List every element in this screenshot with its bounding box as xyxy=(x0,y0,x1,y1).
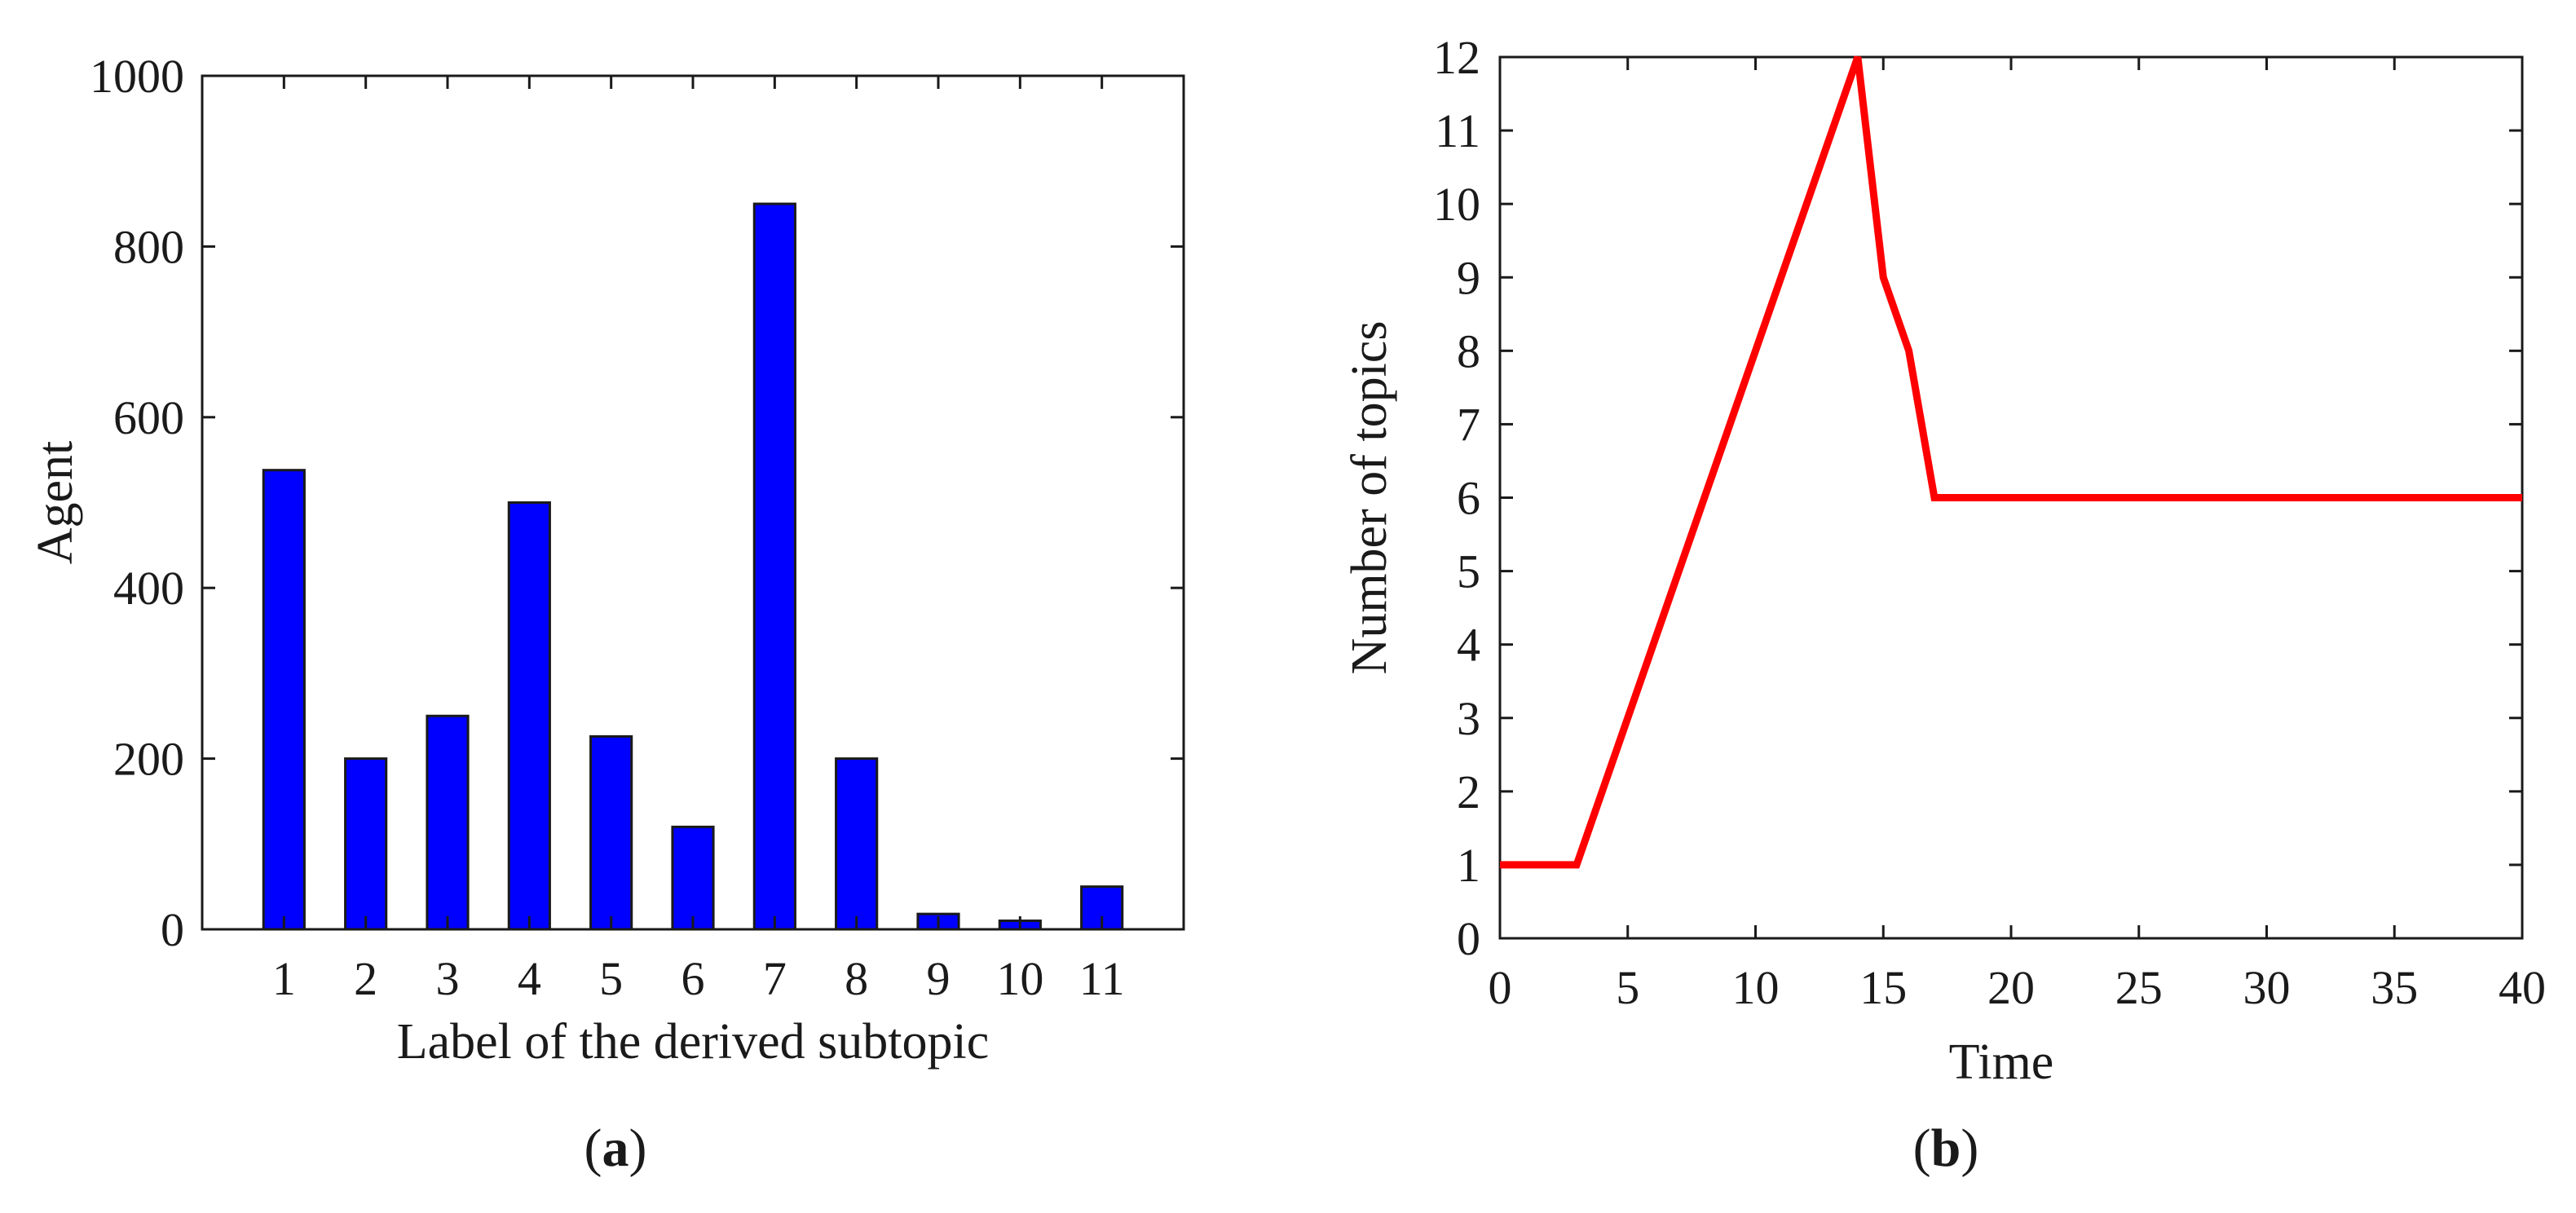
y-tick-label: 600 xyxy=(113,391,184,444)
x-tick-labels: 0 5 10 15 20 25 30 35 40 xyxy=(1489,961,2547,1014)
x-tick-label: 25 xyxy=(2115,961,2163,1014)
x-tick-label: 8 xyxy=(845,952,868,1005)
x-tick-label: 7 xyxy=(763,952,787,1005)
y-tick-label: 5 xyxy=(1457,545,1480,598)
y-tick-label: 4 xyxy=(1457,619,1480,672)
y-tick-label: 200 xyxy=(113,733,184,786)
y-tick-label: 400 xyxy=(113,562,184,615)
y-tick-label: 1 xyxy=(1457,839,1480,892)
x-tick-label: 11 xyxy=(1079,952,1125,1005)
y-tick-label: 7 xyxy=(1457,398,1480,451)
y-tick-label: 8 xyxy=(1457,324,1480,377)
y-tick-label: 3 xyxy=(1457,692,1480,745)
panel-label: (b) xyxy=(1913,1118,1979,1178)
x-tick-label: 2 xyxy=(354,952,377,1005)
x-tick-label: 3 xyxy=(436,952,460,1005)
y-axis-label: Number of topics xyxy=(1342,321,1397,675)
panel-a-bar-chart: 0 200 400 600 800 1000 1 2 3 4 5 6 7 8 9 10 11 Label of… xyxy=(28,50,1185,1178)
x-tick-labels: 1 2 3 4 5 6 7 8 9 10 11 xyxy=(272,952,1125,1005)
bar xyxy=(344,757,388,931)
x-tick-label: 30 xyxy=(2243,961,2291,1014)
bar xyxy=(262,469,306,931)
bar-series xyxy=(262,202,1124,931)
x-tick-label: 10 xyxy=(996,952,1043,1005)
y-tick-labels: 0 200 400 600 800 1000 xyxy=(90,50,184,956)
y-tick-label: 1000 xyxy=(90,50,184,103)
x-tick-label: 9 xyxy=(927,952,951,1005)
x-tick-label: 5 xyxy=(1616,961,1639,1014)
y-tick-label: 800 xyxy=(113,220,184,273)
y-tick-label: 0 xyxy=(161,903,184,956)
x-axis-label: Time xyxy=(1949,1034,2054,1090)
axis-ticks xyxy=(1498,55,2524,940)
x-tick-label: 35 xyxy=(2371,961,2418,1014)
y-tick-label: 11 xyxy=(1435,104,1480,157)
bar xyxy=(835,757,879,931)
panel-letter: b xyxy=(1931,1118,1961,1178)
y-tick-label: 9 xyxy=(1457,251,1480,304)
y-tick-label: 10 xyxy=(1433,178,1480,231)
x-tick-label: 1 xyxy=(272,952,296,1005)
x-tick-label: 40 xyxy=(2499,961,2546,1014)
y-tick-label: 6 xyxy=(1457,472,1480,525)
y-tick-label: 0 xyxy=(1457,912,1480,965)
bar xyxy=(589,734,633,931)
panel-label: (a) xyxy=(584,1118,647,1178)
x-tick-label: 6 xyxy=(681,952,705,1005)
y-axis-label: Agent xyxy=(28,441,83,565)
y-tick-label: 2 xyxy=(1457,765,1480,818)
x-tick-label: 5 xyxy=(599,952,623,1005)
line-series xyxy=(1500,55,2522,869)
bar xyxy=(671,825,715,931)
bar xyxy=(752,202,796,931)
bar xyxy=(426,714,470,931)
axis-ticks xyxy=(202,74,1184,931)
panel-letter: a xyxy=(602,1118,629,1178)
x-tick-label: 0 xyxy=(1489,961,1512,1014)
y-tick-label: 12 xyxy=(1433,31,1480,84)
x-tick-label: 15 xyxy=(1859,961,1907,1014)
x-tick-label: 20 xyxy=(1987,961,2035,1014)
x-axis-label: Label of the derived subtopic xyxy=(397,1014,990,1070)
bar xyxy=(507,501,551,931)
x-tick-label: 10 xyxy=(1732,961,1780,1014)
x-tick-label: 4 xyxy=(518,952,541,1005)
